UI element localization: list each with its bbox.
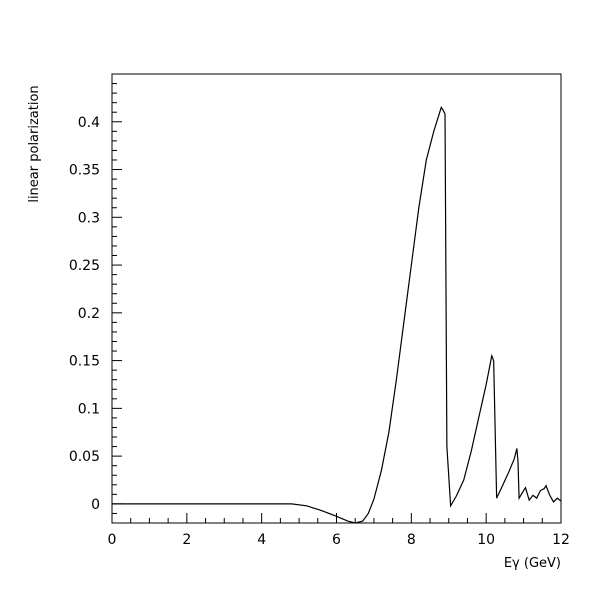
y-tick-label: 0.25 bbox=[69, 258, 100, 274]
x-axis: 0 2 4 6 8 10 12 bbox=[108, 513, 570, 548]
x-tick-label: 0 bbox=[108, 532, 117, 548]
x-tick-label: 2 bbox=[182, 532, 191, 548]
y-tick-label: 0.2 bbox=[78, 306, 100, 322]
x-axis-title: Eγ (GeV) bbox=[504, 556, 561, 571]
y-axis: 0 0.05 0.1 0.15 0.2 0.25 0.3 0.35 0.4 bbox=[69, 73, 122, 524]
y-tick-label: 0.35 bbox=[69, 163, 100, 179]
x-tick-label: 8 bbox=[407, 532, 416, 548]
y-tick-label: 0.1 bbox=[78, 401, 100, 417]
plot-frame bbox=[111, 73, 562, 524]
x-tick-label: 4 bbox=[257, 532, 266, 548]
y-axis-title: linear polarization bbox=[27, 85, 42, 202]
y-tick-label: 0.4 bbox=[78, 115, 100, 131]
x-tick-label: 12 bbox=[552, 532, 570, 548]
series-line bbox=[112, 106, 562, 524]
x-tick-label: 6 bbox=[332, 532, 341, 548]
y-tick-label: 0 bbox=[91, 497, 100, 513]
y-tick-label: 0.3 bbox=[78, 210, 100, 226]
x-tick-label: 10 bbox=[477, 532, 495, 548]
y-tick-label: 0.05 bbox=[69, 449, 100, 465]
y-tick-label: 0.15 bbox=[69, 354, 100, 370]
